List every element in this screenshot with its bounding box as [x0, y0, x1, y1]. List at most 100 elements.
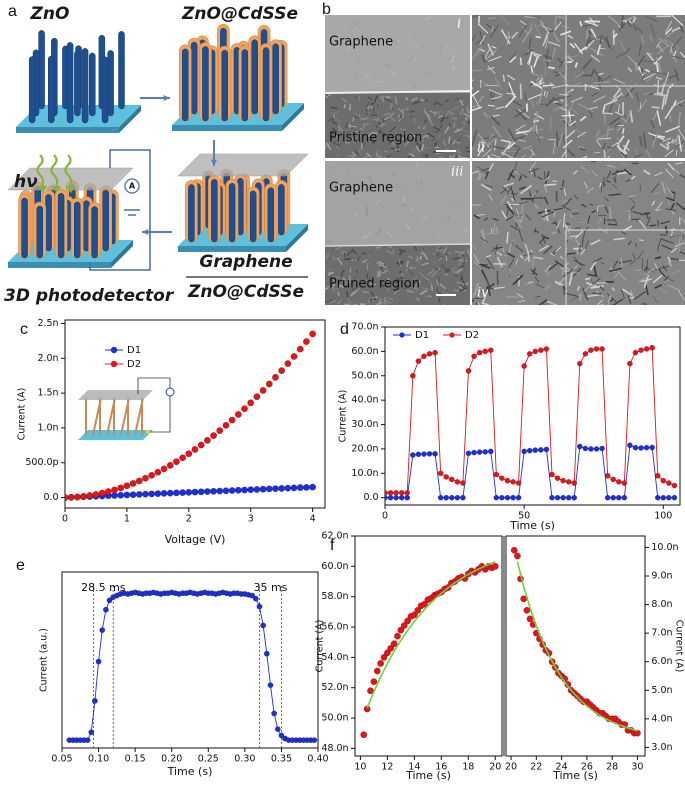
data-point — [524, 607, 530, 613]
data-point — [510, 495, 515, 500]
data-point — [672, 495, 677, 500]
y-tick-label: 9.0n — [651, 571, 672, 582]
data-point — [405, 490, 410, 495]
data-point — [488, 348, 493, 353]
data-point — [192, 446, 198, 452]
data-point — [572, 495, 577, 500]
data-point — [179, 489, 185, 495]
texture — [479, 264, 488, 265]
texture — [440, 157, 443, 158]
data-point — [421, 354, 426, 359]
data-point — [217, 488, 223, 494]
sem-label: Pruned region — [329, 277, 420, 292]
rod — [89, 53, 95, 116]
data-point — [186, 450, 192, 456]
data-point — [499, 476, 504, 481]
rod — [263, 48, 269, 121]
graphene-region — [325, 15, 470, 93]
x-tick-label: 28 — [606, 762, 618, 773]
label-zno-cdsse: ZnO@CdSSe — [181, 4, 298, 24]
data-point — [555, 495, 560, 500]
data-point — [136, 478, 142, 484]
texture — [453, 258, 460, 259]
texture — [567, 62, 572, 63]
data-point — [460, 495, 465, 500]
data-point — [599, 346, 604, 351]
texture — [393, 250, 394, 254]
data-point — [488, 449, 493, 454]
texture — [544, 304, 547, 312]
data-point — [272, 374, 278, 380]
label-zno: ZnO — [30, 4, 70, 24]
data-point — [309, 484, 315, 490]
data-point — [616, 495, 621, 500]
data-point — [248, 400, 254, 406]
texture — [585, 278, 590, 279]
y-tick-label: 50.0n — [321, 713, 348, 724]
data-point — [103, 607, 108, 612]
rod — [278, 184, 284, 235]
y-tick-label: 8.0n — [651, 599, 672, 610]
data-point — [136, 491, 142, 497]
data-point — [204, 437, 210, 443]
texture — [366, 206, 367, 214]
rod — [103, 190, 109, 251]
micrograph — [460, 15, 685, 173]
data-point — [661, 478, 666, 483]
rod — [102, 57, 108, 123]
data-point — [661, 495, 666, 500]
annotation: 35 ms — [253, 581, 287, 594]
series-group — [67, 590, 317, 743]
texture — [377, 305, 382, 311]
y-tick-label: 10.0n — [651, 542, 678, 553]
data-point — [527, 351, 532, 356]
data-point — [223, 422, 229, 428]
data-point — [466, 451, 471, 456]
data-point — [655, 495, 660, 500]
series-line — [367, 562, 495, 708]
data-point — [248, 486, 254, 492]
texture — [544, 184, 556, 185]
texture — [397, 145, 398, 152]
data-point — [533, 448, 538, 453]
texture — [378, 265, 381, 266]
graphene-sheet — [178, 154, 308, 176]
data-point — [68, 494, 74, 500]
y-tick-label: 20.0n — [351, 443, 378, 454]
texture — [338, 292, 339, 296]
texture — [417, 161, 418, 167]
y-tick-label: 7.0n — [651, 628, 672, 639]
texture — [377, 263, 380, 264]
x-tick-label: 100 — [654, 511, 672, 522]
texture — [465, 260, 467, 261]
rod — [252, 40, 258, 114]
texture — [367, 263, 368, 270]
data-point — [477, 350, 482, 355]
texture — [441, 124, 442, 128]
rod — [46, 194, 52, 251]
data-point — [303, 484, 309, 490]
data-point — [92, 698, 97, 703]
data-point — [161, 466, 167, 472]
data-point — [382, 490, 387, 495]
data-point — [583, 446, 588, 451]
panel-label: a — [8, 3, 17, 20]
data-point — [391, 641, 397, 647]
label-composite: ZnO@CdSSe — [187, 282, 304, 302]
x-tick-label: 0.05 — [51, 754, 72, 765]
texture — [542, 85, 553, 86]
data-point — [142, 475, 148, 481]
data-point — [460, 480, 465, 485]
data-point — [394, 490, 399, 495]
x-tick-label: 0.40 — [307, 754, 328, 765]
data-point — [516, 480, 521, 485]
data-point — [588, 348, 593, 353]
data-point — [644, 445, 649, 450]
rod — [273, 44, 279, 114]
y-tick-label: 500.0p — [25, 457, 58, 468]
texture — [572, 213, 579, 214]
data-point — [291, 353, 297, 359]
y-tick-label: 60.0n — [321, 561, 348, 572]
rod — [202, 46, 208, 121]
